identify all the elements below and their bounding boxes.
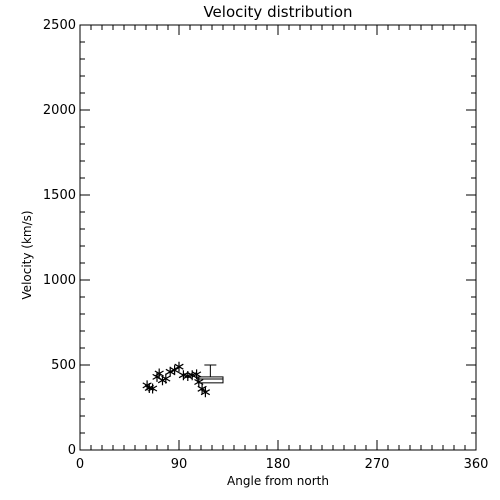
data-point <box>161 373 171 384</box>
x-axis-label: Angle from north <box>227 474 329 488</box>
data-point <box>200 387 211 398</box>
axis-ticks <box>79 24 477 451</box>
y-axis-label: Velocity (km/s) <box>20 210 34 299</box>
plot-frame <box>79 24 477 451</box>
y-tick-label: 0 <box>68 443 76 458</box>
x-tick-label: 0 <box>76 457 84 472</box>
data-point <box>174 361 184 372</box>
tick-labels: 0 90 180 270 360 0 500 1000 1500 2000 2500 <box>43 18 489 472</box>
data-point <box>154 368 164 379</box>
y-tick-label: 1500 <box>43 188 76 203</box>
data-point <box>194 377 204 387</box>
data-point <box>165 366 175 377</box>
y-tick-label: 1000 <box>43 273 76 288</box>
x-tick-label: 270 <box>365 457 390 472</box>
chart-title: Velocity distribution <box>203 3 352 21</box>
y-tick-label: 500 <box>51 358 76 373</box>
data-point <box>147 383 158 394</box>
data-points <box>142 361 211 398</box>
y-tick-label: 2000 <box>43 103 76 118</box>
x-tick-label: 90 <box>171 457 188 472</box>
data-point <box>169 365 180 376</box>
y-tick-label: 2500 <box>43 18 76 33</box>
x-tick-label: 360 <box>464 457 489 472</box>
velocity-box <box>197 364 224 384</box>
data-point <box>191 369 202 380</box>
x-tick-label: 180 <box>266 457 291 472</box>
